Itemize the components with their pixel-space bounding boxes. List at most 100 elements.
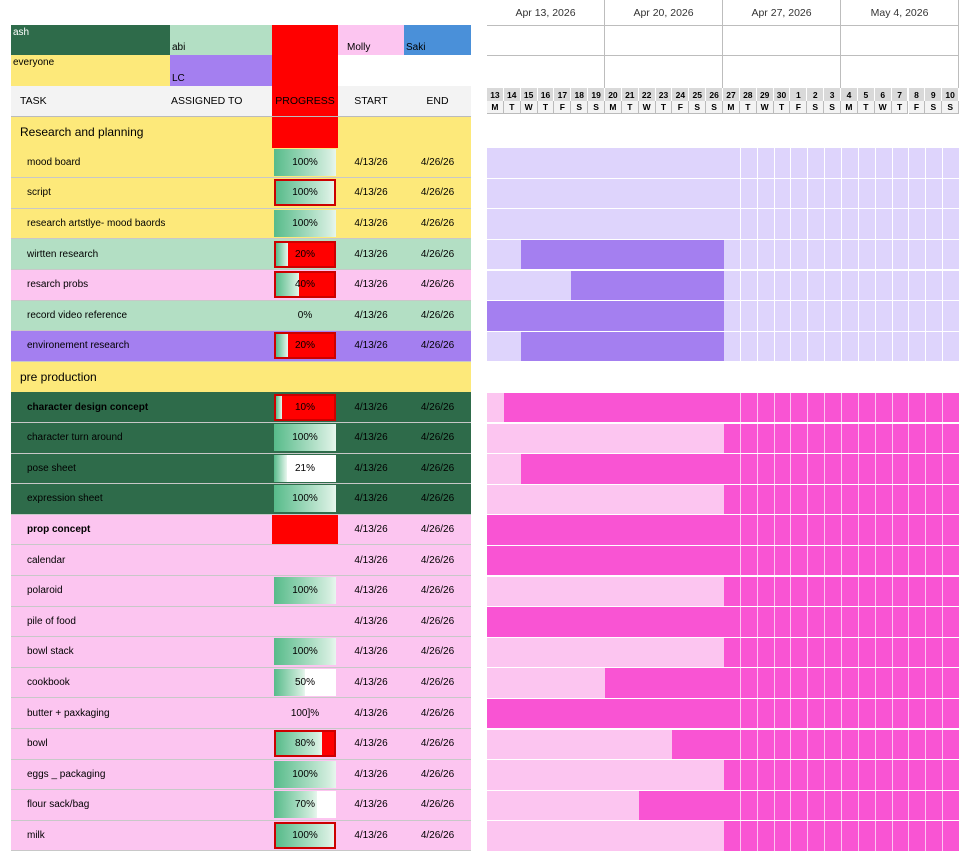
task-start[interactable]: 4/13/26 [354, 707, 388, 719]
task-progress[interactable]: 20% [272, 239, 338, 269]
task-start[interactable]: 4/13/26 [354, 156, 388, 168]
task-start[interactable]: 4/13/26 [354, 309, 388, 321]
task-end[interactable]: 4/26/26 [420, 432, 455, 444]
task-start[interactable]: 4/13/26 [354, 615, 388, 627]
task-name[interactable]: flour sack/bag [27, 799, 90, 811]
task-end[interactable]: 4/26/26 [420, 340, 455, 352]
task-name[interactable]: research artstlye- mood baords [27, 218, 166, 230]
task-progress[interactable]: 20% [272, 331, 338, 361]
task-name[interactable]: pose sheet [27, 462, 76, 474]
task-start[interactable]: 4/13/26 [354, 279, 388, 291]
task-end[interactable]: 4/26/26 [420, 493, 455, 505]
task-start[interactable]: 4/13/26 [354, 462, 388, 474]
task-start[interactable]: 4/13/26 [354, 340, 388, 352]
task-name[interactable]: pile of food [27, 615, 76, 627]
task-progress[interactable]: 80% [272, 729, 338, 759]
task-end[interactable]: 4/26/26 [420, 768, 455, 780]
gantt-grid-line [891, 760, 893, 790]
task-start[interactable]: 4/13/26 [354, 218, 388, 230]
task-progress[interactable]: 50% [272, 668, 338, 698]
task-name[interactable]: milk [27, 830, 45, 842]
gantt-grid-line [925, 698, 927, 729]
task-progress[interactable]: 100% [272, 148, 338, 178]
task-progress[interactable]: 21% [272, 454, 338, 484]
task-end[interactable]: 4/26/26 [420, 279, 455, 291]
task-end[interactable]: 4/26/26 [420, 615, 455, 627]
task-start[interactable]: 4/13/26 [354, 799, 388, 811]
task-start[interactable]: 4/13/26 [354, 554, 388, 566]
task-end[interactable]: 4/26/26 [420, 462, 455, 474]
gantt-bar-done [487, 270, 572, 301]
task-name[interactable]: expression sheet [27, 493, 103, 505]
progress-text: 80% [294, 738, 315, 750]
gantt-grid-line [824, 545, 826, 576]
task-progress[interactable]: 100% [272, 576, 338, 606]
task-progress[interactable]: 100]% [272, 698, 338, 728]
task-progress[interactable]: 0% [272, 301, 338, 331]
task-start[interactable]: 4/13/26 [354, 248, 388, 260]
gantt-after-range [724, 576, 959, 607]
task-name[interactable]: butter + paxkaging [27, 707, 110, 719]
task-progress[interactable] [272, 545, 338, 575]
task-start[interactable]: 4/13/26 [354, 738, 388, 750]
task-end[interactable]: 4/26/26 [420, 677, 455, 689]
task-name[interactable]: bowl [27, 738, 48, 750]
gantt-grid-line [807, 576, 809, 607]
task-end[interactable]: 4/26/26 [420, 187, 455, 199]
task-progress[interactable]: 100% [272, 760, 338, 790]
task-progress[interactable] [272, 514, 338, 545]
task-end[interactable]: 4/26/26 [420, 309, 455, 321]
task-progress[interactable]: 100% [272, 423, 338, 453]
task-end[interactable]: 4/26/26 [420, 248, 455, 260]
task-start[interactable]: 4/13/26 [354, 646, 388, 658]
gantt-grid-line [739, 607, 741, 637]
task-start[interactable]: 4/13/26 [354, 768, 388, 780]
task-progress[interactable]: 10% [272, 392, 338, 422]
task-end[interactable]: 4/26/26 [420, 799, 455, 811]
task-name[interactable]: character design concept [27, 401, 149, 413]
day-number: 15 [520, 88, 538, 101]
task-progress[interactable]: 100% [272, 209, 338, 239]
task-name[interactable]: cookbook [27, 677, 70, 689]
task-end[interactable]: 4/26/26 [420, 524, 455, 536]
task-start[interactable]: 4/13/26 [354, 432, 388, 444]
task-name[interactable]: record video reference [27, 309, 128, 321]
task-name[interactable]: polaroid [27, 585, 63, 597]
task-name[interactable]: calendar [27, 554, 66, 566]
task-end[interactable]: 4/26/26 [420, 830, 455, 842]
task-progress[interactable]: 100% [272, 637, 338, 667]
task-start[interactable]: 4/13/26 [354, 830, 388, 842]
task-progress[interactable]: 40% [272, 270, 338, 300]
task-end[interactable]: 4/26/26 [420, 707, 455, 719]
task-end[interactable]: 4/26/26 [420, 156, 455, 168]
task-name[interactable]: prop concept [27, 524, 91, 536]
progress-text: 100% [292, 187, 318, 199]
task-end[interactable]: 4/26/26 [420, 554, 455, 566]
task-progress[interactable]: 70% [272, 790, 338, 820]
task-name[interactable]: environement research [27, 340, 130, 352]
task-end[interactable]: 4/26/26 [420, 738, 455, 750]
task-start[interactable]: 4/13/26 [354, 585, 388, 597]
task-name[interactable]: character turn around [27, 432, 123, 444]
task-name[interactable]: wirtten research [27, 248, 99, 260]
task-progress[interactable]: 100% [272, 484, 338, 514]
task-end[interactable]: 4/26/26 [420, 218, 455, 230]
task-start[interactable]: 4/13/26 [354, 493, 388, 505]
task-name[interactable]: bowl stack [27, 646, 74, 658]
task-progress[interactable] [272, 607, 338, 637]
task-name[interactable]: mood board [27, 156, 81, 168]
task-progress[interactable]: 100% [272, 821, 338, 851]
task-name[interactable]: resarch probs [27, 279, 89, 291]
task-start[interactable]: 4/13/26 [354, 677, 388, 689]
task-start[interactable]: 4/13/26 [354, 187, 388, 199]
gantt-grid-line [773, 760, 775, 790]
task-start[interactable]: 4/13/26 [354, 401, 388, 413]
task-name[interactable]: script [27, 187, 51, 199]
task-end[interactable]: 4/26/26 [420, 646, 455, 658]
gantt-grid-line [891, 392, 893, 423]
task-end[interactable]: 4/26/26 [420, 585, 455, 597]
task-start[interactable]: 4/13/26 [354, 524, 388, 536]
task-progress[interactable]: 100% [272, 178, 338, 208]
task-end[interactable]: 4/26/26 [420, 401, 455, 413]
task-name[interactable]: eggs _ packaging [27, 768, 106, 780]
